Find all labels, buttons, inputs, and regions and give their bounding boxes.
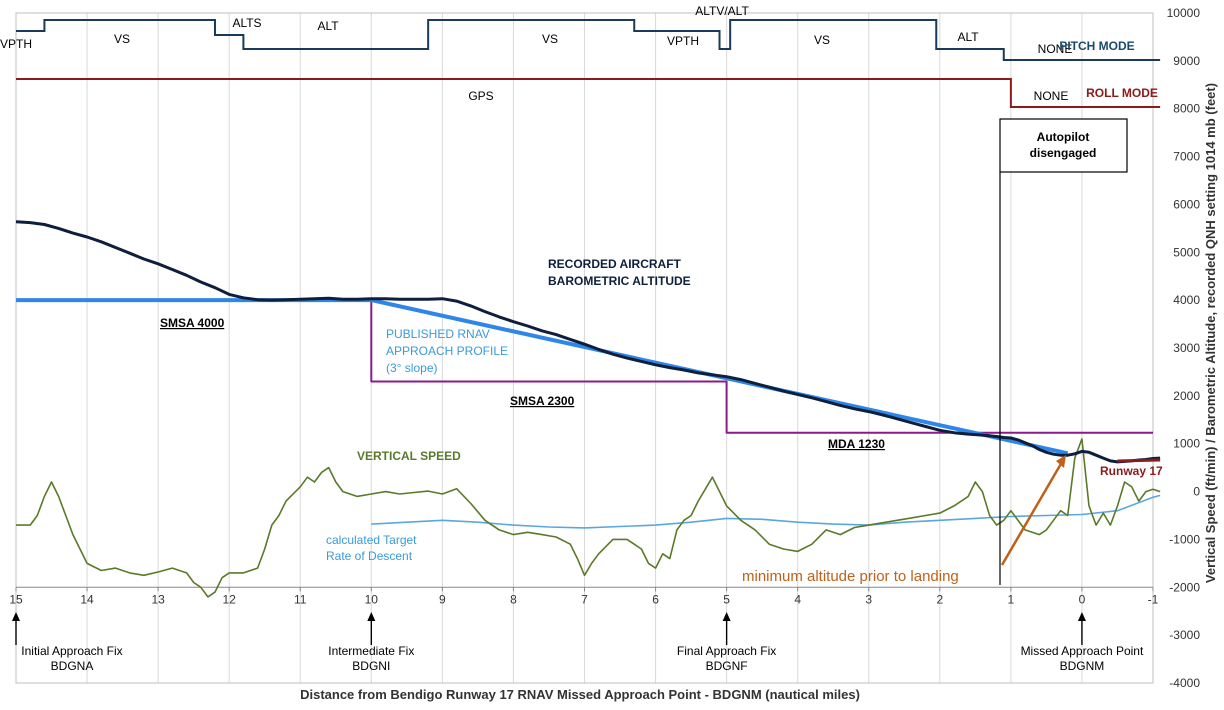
fix-id: BDGNI: [352, 659, 390, 673]
x-tick-label: 4: [794, 592, 801, 606]
y-tick-label: 0: [1193, 485, 1200, 499]
fix-id: BDGNA: [51, 659, 94, 673]
min-altitude-arrowhead: [1056, 455, 1066, 468]
x-tick-label: 8: [510, 592, 517, 606]
x-tick-label: 6: [652, 592, 659, 606]
pitch-mode-segment-label: VS: [114, 32, 130, 46]
min-altitude-label: minimum altitude prior to landing: [742, 568, 959, 585]
series-vertical-speed: [16, 438, 1161, 598]
y-tick-label: 1000: [1173, 437, 1200, 451]
mda-label: MDA 1230: [828, 437, 885, 451]
pitch-mode-line: [16, 19, 1161, 61]
x-axis-label: Distance from Bendigo Runway 17 RNAV Mis…: [300, 687, 860, 702]
fix-arrowhead: [1077, 612, 1086, 621]
profile-label-line3: (3° slope): [386, 361, 438, 375]
pitch-mode-segment-label: ALTS: [232, 16, 261, 30]
fix-arrowhead: [367, 612, 376, 621]
x-tick-label: 15: [9, 592, 23, 606]
target-label-line1: calculated Target: [326, 533, 417, 547]
x-tick-label: 11: [294, 592, 307, 606]
y-tick-label: -4000: [1169, 676, 1200, 690]
annotations: Distance from Bendigo Runway 17 RNAV Mis…: [160, 39, 1218, 702]
x-tick-label: 14: [80, 592, 94, 606]
x-tick-label: 7: [581, 592, 588, 606]
y-axis-label: Vertical Speed (ft/min) / Barometric Alt…: [1203, 83, 1218, 583]
axes: 15 14 13 12 11 10 9 8 7 6 5 4 3 2 1 0 -1-4000-3000-2000-…: [9, 6, 1200, 690]
pitch-mode-segment-label: VPTH: [0, 37, 32, 51]
y-tick-label: 2000: [1173, 389, 1200, 403]
y-tick-label: 10000: [1167, 6, 1201, 20]
roll-mode-segment-label: GPS: [468, 89, 493, 103]
fix-arrowhead: [12, 612, 20, 621]
y-tick-label: 5000: [1173, 245, 1200, 259]
x-tick-label: 13: [151, 592, 165, 606]
x-tick-label: 10: [365, 592, 379, 606]
y-tick-label: -3000: [1169, 628, 1200, 642]
y-tick-label: -2000: [1169, 580, 1200, 594]
x-tick-label: 0: [1079, 592, 1086, 606]
roll-mode-label: ROLL MODE: [1086, 86, 1158, 100]
y-tick-label: 4000: [1173, 293, 1200, 307]
min-altitude-arrow: [1000, 461, 1064, 566]
fix-arrowhead: [722, 612, 731, 621]
smsa4000-label: SMSA 4000: [160, 316, 225, 330]
fix-name: Intermediate Fix: [328, 644, 414, 658]
fix-name: Missed Approach Point: [1021, 644, 1144, 658]
x-tick-label: 3: [865, 592, 872, 606]
pitch-mode-label: PITCH MODE: [1059, 39, 1134, 53]
x-tick-label: 9: [439, 592, 446, 606]
profile-label-line1: PUBLISHED RNAV: [386, 327, 490, 341]
series-recorded-altitude: [15, 220, 1161, 464]
fix-id: BDGNF: [706, 659, 748, 673]
x-tick-label: 12: [223, 592, 237, 606]
autopilot-label-line1: Autopilot: [1037, 130, 1090, 144]
y-tick-label: 8000: [1173, 102, 1200, 116]
y-tick-label: 9000: [1173, 54, 1200, 68]
pitch-mode-segment-label: VS: [542, 32, 558, 46]
pitch-mode-segment-label: ALT: [317, 19, 339, 33]
series: [15, 172, 1161, 598]
altitude-label-line2: BAROMETRIC ALTITUDE: [548, 274, 691, 288]
y-tick-label: 6000: [1173, 197, 1200, 211]
y-tick-label: 3000: [1173, 341, 1200, 355]
vs-label: VERTICAL SPEED: [357, 449, 461, 463]
fix-id: BDGNM: [1060, 659, 1105, 673]
fix-name: Initial Approach Fix: [21, 644, 122, 658]
x-tick-label: 5: [723, 592, 730, 606]
pitch-mode-segment-label: VS: [814, 33, 830, 47]
y-tick-label: 7000: [1173, 150, 1200, 164]
y-tick-label: -1000: [1169, 532, 1200, 546]
profile-label-line2: APPROACH PROFILE: [386, 344, 508, 358]
roll-mode-segment-label: NONE: [1034, 89, 1069, 103]
plot-border: [15, 12, 1154, 684]
runway-marker: [1117, 458, 1161, 463]
pitch-mode-segment-label: VPTH: [667, 34, 699, 48]
pitch-mode-segment-label: NONE: [1038, 42, 1073, 56]
x-tick-label: 2: [936, 592, 943, 606]
target-label-line2: Rate of Descent: [326, 549, 413, 563]
series-target-rate-of-descent: [371, 494, 1161, 529]
roll-mode-line: [16, 78, 1161, 108]
autopilot-box: [999, 118, 1128, 173]
pitch-mode-segment-label: ALTV/ALT: [695, 4, 749, 18]
altitude-label-line1: RECORDED AIRCRAFT: [548, 257, 682, 271]
pitch-mode-segment-label: ALT: [957, 30, 979, 44]
smsa2300-label: SMSA 2300: [510, 394, 575, 408]
autopilot-label-line2: disengaged: [1030, 146, 1097, 160]
runway-label: Runway 17: [1100, 464, 1163, 478]
fix-name: Final Approach Fix: [677, 644, 776, 658]
x-tick-label: -1: [1148, 592, 1159, 606]
x-tick-label: 1: [1008, 592, 1015, 606]
autopilot-modes: VPTH VS ALTS ALT VS VPTH ALTV/ALT VS ALT NONE GPS N…: [0, 4, 1161, 108]
